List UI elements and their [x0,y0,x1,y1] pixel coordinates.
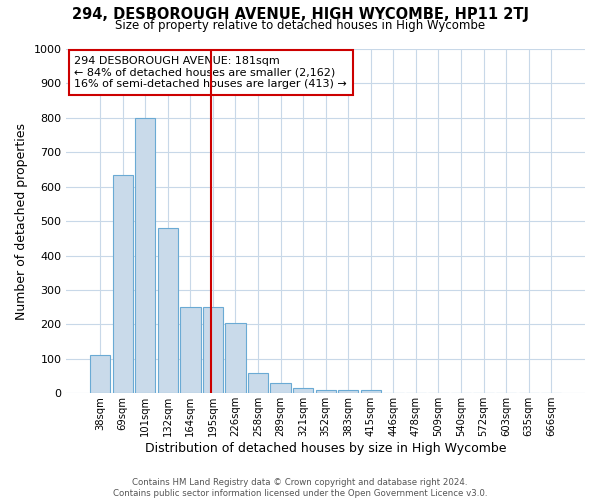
Y-axis label: Number of detached properties: Number of detached properties [15,122,28,320]
X-axis label: Distribution of detached houses by size in High Wycombe: Distribution of detached houses by size … [145,442,506,455]
Bar [316,390,336,394]
Bar [203,307,223,394]
Bar [293,388,313,394]
Bar [248,372,268,394]
Bar [271,383,291,394]
Text: Contains HM Land Registry data © Crown copyright and database right 2024.
Contai: Contains HM Land Registry data © Crown c… [113,478,487,498]
Bar [180,307,200,394]
Text: Size of property relative to detached houses in High Wycombe: Size of property relative to detached ho… [115,19,485,32]
Bar [113,174,133,394]
Bar [226,322,245,394]
Bar [135,118,155,394]
Text: 294 DESBOROUGH AVENUE: 181sqm
← 84% of detached houses are smaller (2,162)
16% o: 294 DESBOROUGH AVENUE: 181sqm ← 84% of d… [74,56,347,89]
Bar [90,356,110,394]
Bar [338,390,358,394]
Text: 294, DESBOROUGH AVENUE, HIGH WYCOMBE, HP11 2TJ: 294, DESBOROUGH AVENUE, HIGH WYCOMBE, HP… [71,8,529,22]
Bar [361,390,381,394]
Bar [158,228,178,394]
